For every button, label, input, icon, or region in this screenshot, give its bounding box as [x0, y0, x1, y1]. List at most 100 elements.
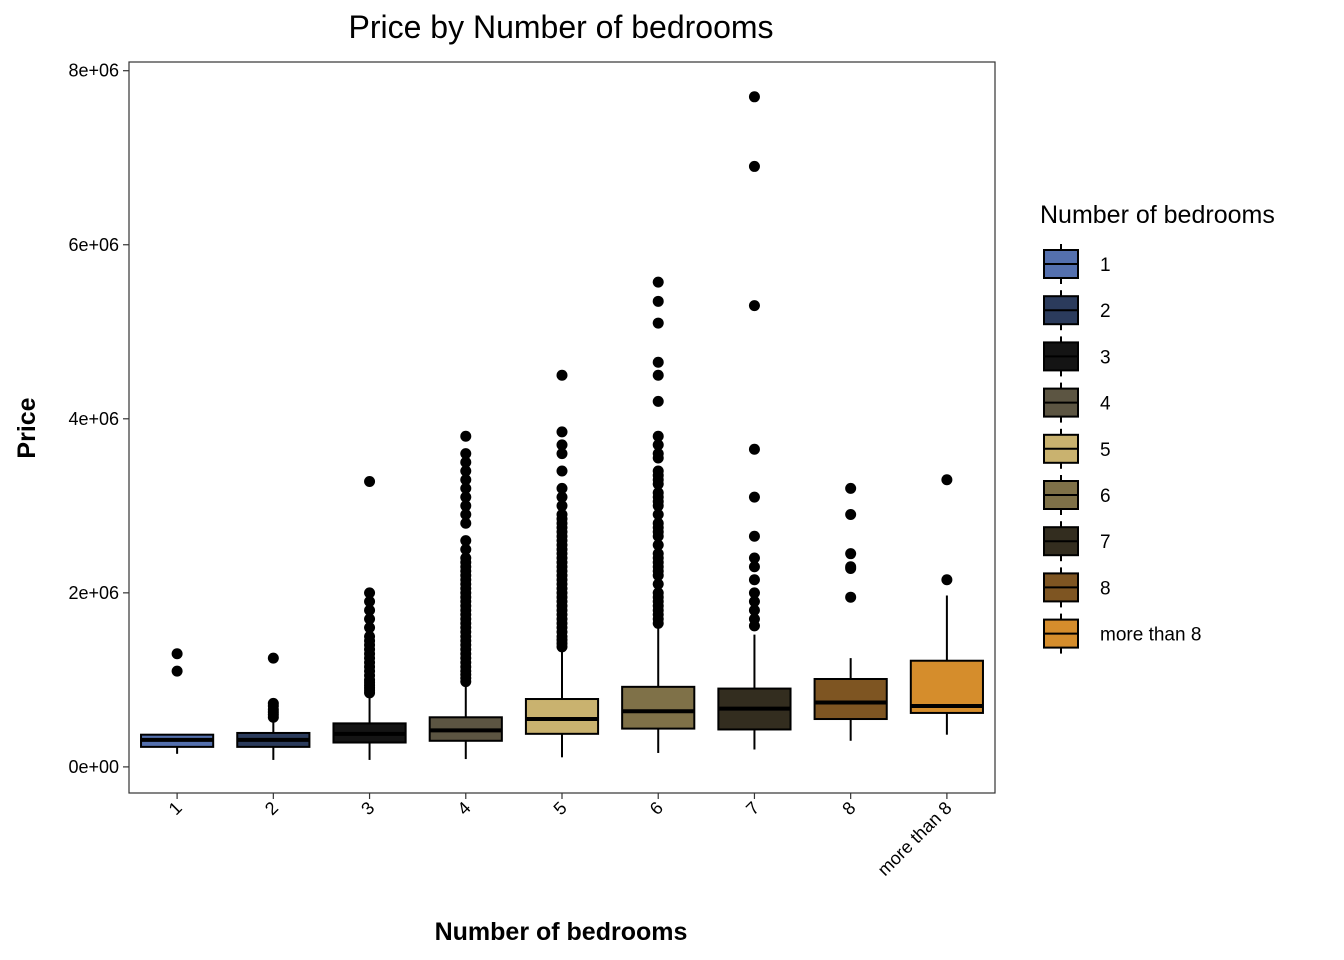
legend-label: 5 [1100, 440, 1111, 461]
outlier-point [748, 613, 760, 625]
outlier-point [845, 561, 857, 573]
outlier-point [652, 430, 664, 442]
outlier-point [364, 604, 376, 616]
outlier-point [941, 474, 953, 486]
outlier-point [748, 160, 760, 172]
legend-label: 2 [1100, 301, 1111, 322]
x-axis-title: Number of bedrooms [435, 918, 688, 946]
outlier-point [845, 591, 857, 603]
legend-item: 2 [1043, 290, 1111, 331]
box-group [140, 648, 215, 754]
y-axis-title: Price [13, 397, 41, 458]
box-group [909, 474, 984, 735]
x-tick-label: 3 [357, 798, 378, 819]
x-tick-label: 2 [261, 798, 282, 819]
legend-title: Number of bedrooms [1040, 201, 1275, 229]
outlier-point [364, 630, 376, 642]
outlier-point [748, 300, 760, 312]
outlier-point [364, 622, 376, 634]
outlier-point [652, 356, 664, 368]
legend-label: 1 [1100, 255, 1111, 276]
outlier-point [652, 317, 664, 329]
outlier-point [460, 491, 472, 503]
outlier-point [460, 535, 472, 547]
box [813, 677, 888, 721]
legend-item: 1 [1043, 244, 1111, 284]
outlier-point [941, 574, 953, 586]
outlier-point [748, 604, 760, 616]
outlier-point [845, 548, 857, 560]
box-group [717, 91, 792, 750]
outlier-point [556, 439, 568, 451]
outlier-point [652, 517, 664, 529]
outlier-point [748, 596, 760, 608]
outlier-point [556, 509, 568, 521]
outlier-point [556, 491, 568, 503]
outlier-point [748, 491, 760, 503]
outlier-point [652, 276, 664, 288]
outlier-point [460, 448, 472, 460]
outlier-point [364, 613, 376, 625]
outlier-point [652, 509, 664, 521]
y-tick-label: 4e+06 [68, 409, 119, 429]
legend-item: 5 [1043, 428, 1111, 469]
outlier-point [460, 500, 472, 512]
outlier-point [460, 465, 472, 477]
y-tick-label: 8e+06 [68, 61, 119, 81]
outlier-point [267, 697, 279, 709]
outlier-point [460, 474, 472, 486]
x-tick-label: 6 [646, 798, 667, 819]
x-tick-label: more than 8 [874, 798, 956, 880]
box-group [236, 652, 311, 760]
legend-item: 7 [1043, 521, 1111, 562]
legend-label: more than 8 [1100, 625, 1201, 646]
outlier-point [845, 482, 857, 494]
outlier-point [652, 578, 664, 590]
outlier-point [171, 648, 183, 660]
outlier-point [748, 552, 760, 564]
outlier-point [364, 596, 376, 608]
outlier-point [556, 426, 568, 438]
legend-label: 8 [1100, 578, 1111, 599]
outlier-point [364, 587, 376, 599]
chart-title: Price by Number of bedrooms [348, 9, 773, 45]
outlier-point [652, 548, 664, 560]
legend-item: more than 8 [1043, 613, 1201, 654]
outlier-point [748, 443, 760, 455]
outlier-point [748, 91, 760, 103]
x-tick-label: 8 [838, 798, 859, 819]
outlier-point [364, 475, 376, 487]
outlier-point [556, 369, 568, 381]
outlier-point [460, 456, 472, 468]
y-tick-label: 6e+06 [68, 235, 119, 255]
outlier-point [171, 665, 183, 677]
outlier-point [652, 587, 664, 599]
outlier-point [652, 465, 664, 477]
x-tick-label: 7 [742, 798, 763, 819]
outlier-point [845, 509, 857, 521]
legend-item: 6 [1043, 475, 1111, 515]
outlier-point [748, 574, 760, 586]
y-axis: 0e+00 2e+06 4e+06 6e+06 8e+06 [68, 61, 129, 777]
outlier-point [460, 509, 472, 521]
box [524, 698, 600, 735]
outlier-point [652, 369, 664, 381]
legend-label: 3 [1100, 347, 1111, 368]
box-group [428, 430, 503, 760]
box-group [813, 482, 888, 741]
legend-label: 7 [1100, 532, 1111, 553]
box-group [524, 369, 600, 758]
outlier-point [460, 517, 472, 529]
outlier-point [556, 500, 568, 512]
y-tick-label: 2e+06 [68, 583, 119, 603]
outlier-point [460, 430, 472, 442]
outlier-point [460, 482, 472, 494]
outlier-point [460, 543, 472, 555]
box [621, 685, 696, 730]
legend-item: 8 [1043, 567, 1111, 608]
y-tick-label: 0e+00 [68, 757, 119, 777]
outlier-point [652, 395, 664, 407]
legend-label: 6 [1100, 486, 1111, 507]
outlier-point [652, 487, 664, 499]
